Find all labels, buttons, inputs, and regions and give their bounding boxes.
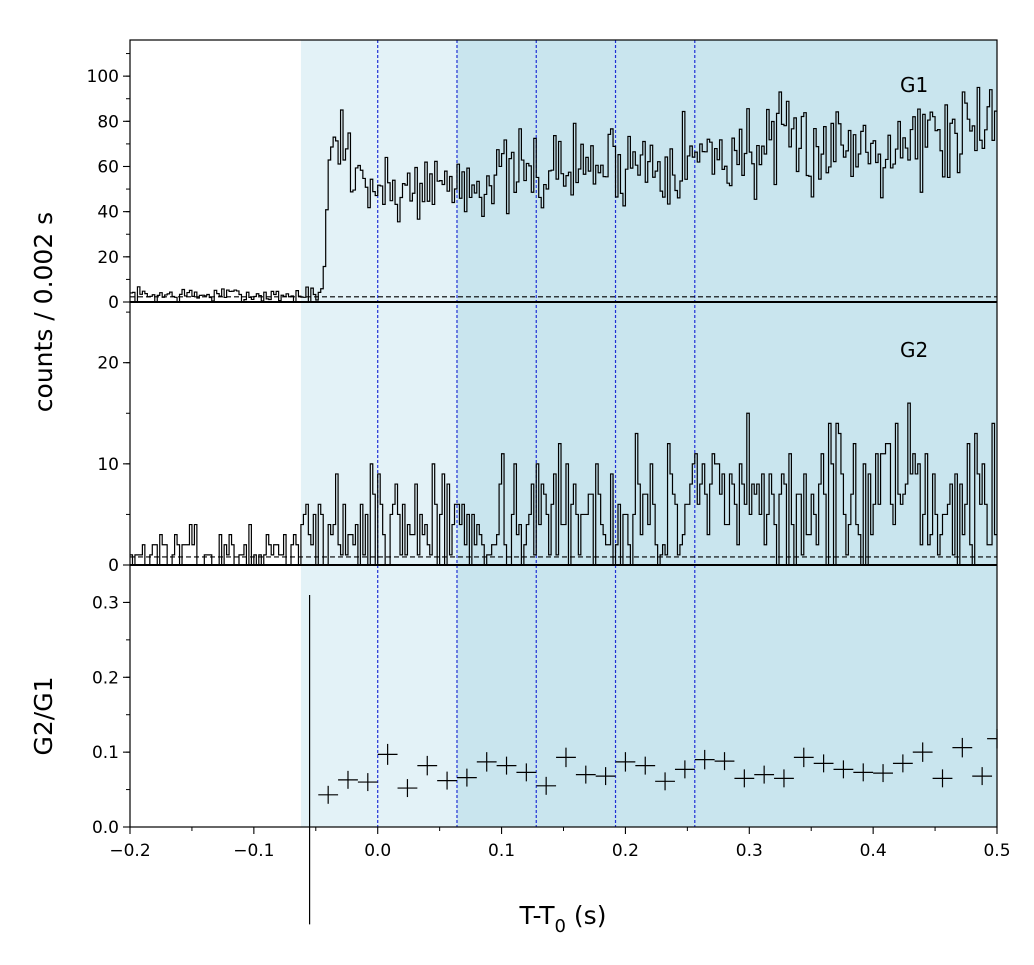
- panel-label-g2: G2: [900, 338, 928, 362]
- y-axis-title-ratio: G2/G1: [29, 677, 58, 756]
- ratio-point: [476, 752, 497, 772]
- ratio-point: [556, 747, 576, 768]
- background-lines: [130, 296, 997, 558]
- g1-histogram: [130, 86, 997, 303]
- ratio-point: [437, 771, 457, 790]
- ratio-point: [694, 749, 715, 770]
- ratio-point: [417, 755, 438, 776]
- ratio-point: [377, 743, 398, 765]
- ratio-point: [338, 770, 358, 789]
- x-axis-title-sub: 0: [555, 916, 566, 937]
- g1-count-curve: [130, 86, 997, 303]
- y-tick-label: 0.2: [92, 668, 119, 688]
- x-tick-label: 0.2: [612, 841, 639, 861]
- ratio-point: [496, 756, 517, 775]
- ratio-point: [635, 756, 656, 775]
- x-tick-label: −0.1: [233, 841, 274, 861]
- y-tick-label: 0.1: [92, 743, 119, 763]
- y-tick-label: 60: [97, 158, 119, 178]
- ratio-point: [397, 779, 418, 798]
- y-tick-label: 20: [97, 248, 119, 268]
- x-tick-label: −0.2: [109, 841, 150, 861]
- shaded-region-1: [456, 40, 997, 827]
- y-tick-label: 80: [97, 112, 119, 132]
- ratio-point: [833, 760, 854, 779]
- x-tick-label: 0.4: [860, 841, 887, 861]
- x-tick-label: 0.1: [488, 841, 515, 861]
- x-tick-label: 0.3: [736, 841, 763, 861]
- ratio-point: [952, 737, 973, 758]
- ratio-point: [793, 747, 814, 768]
- ratio-point: [932, 769, 953, 788]
- y-tick-label: 100: [87, 67, 119, 87]
- x-tick-label: 0.0: [364, 841, 391, 861]
- y-tick-label: 0.0: [92, 818, 119, 838]
- ratio-point: [456, 768, 477, 787]
- ratio-point: [655, 772, 675, 791]
- ratio-point: [734, 769, 755, 788]
- y-tick-label: 0: [108, 293, 119, 313]
- x-tick-label: 0.5: [983, 841, 1010, 861]
- ticks: 0 20 40 60 80 100 0 10 20 0.0 0.1 0.2 0.3 −0.2 −0.1 0.0…: [87, 53, 1011, 861]
- y-tick-label: 40: [97, 203, 119, 223]
- y-tick-label: 0: [108, 556, 119, 576]
- shaded-regions: [300, 40, 997, 827]
- ratio-point: [714, 752, 735, 771]
- ratio-point: [774, 769, 794, 788]
- ratio-point: [615, 752, 636, 772]
- x-axis-title-main: T-T: [519, 901, 556, 930]
- ratio-point: [536, 776, 557, 795]
- ratio-point: [972, 767, 993, 786]
- y-tick-label: 20: [97, 354, 119, 374]
- ratio-point: [892, 754, 913, 773]
- ratio-point: [516, 763, 537, 782]
- ratio-point: [912, 742, 933, 762]
- y-tick-label: 10: [97, 455, 119, 475]
- ratio-point: [357, 773, 378, 792]
- shaded-region-0: [300, 40, 457, 827]
- ratio-point: [318, 785, 339, 804]
- x-axis-title: T-T0 (s): [519, 901, 607, 937]
- y-axis-title-counts: counts / 0.002 s: [29, 212, 58, 412]
- y-tick-label: 0.3: [92, 593, 119, 613]
- ratio-point: [674, 760, 695, 779]
- ratio-point: [754, 765, 775, 784]
- panel-label-g1: G1: [900, 73, 928, 97]
- ratio-point: [873, 764, 893, 783]
- ratio-point: [575, 765, 596, 784]
- ratio-point: [595, 767, 616, 786]
- x-axis-title-unit: (s): [566, 901, 606, 930]
- ratio-point: [813, 754, 834, 773]
- ratio-points: [308, 594, 998, 925]
- ratio-point: [853, 763, 874, 782]
